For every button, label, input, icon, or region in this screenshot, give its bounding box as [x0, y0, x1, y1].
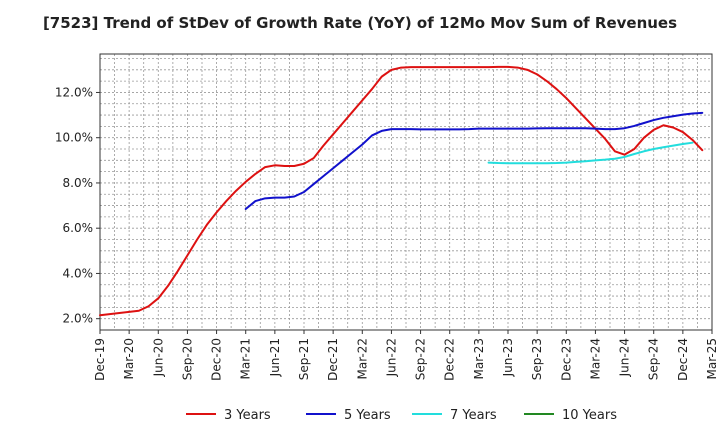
- x-tick-label: Dec-20: [210, 338, 224, 381]
- x-tick-label: Sep-23: [530, 338, 544, 380]
- x-tick-label: Mar-21: [239, 338, 253, 379]
- x-tick-label: Dec-23: [559, 338, 573, 381]
- legend-label: 7 Years: [450, 408, 497, 423]
- x-tick-label: Jun-22: [384, 338, 398, 377]
- x-tick-label: Sep-24: [647, 338, 661, 380]
- legend-label: 3 Years: [224, 408, 271, 423]
- y-tick-label: 4.0%: [63, 266, 94, 280]
- x-tick-label: Dec-21: [326, 338, 340, 381]
- x-tick-label: Jun-20: [151, 338, 165, 377]
- y-tick-label: 12.0%: [55, 85, 93, 99]
- legend-label: 5 Years: [344, 408, 391, 423]
- plot-frame: [99, 53, 713, 331]
- chart-title: [7523] Trend of StDev of Growth Rate (Yo…: [42, 14, 678, 32]
- x-tick-label: Dec-19: [93, 338, 107, 381]
- x-tick-label: Mar-20: [122, 338, 136, 379]
- series-line-7-years: [487, 141, 694, 165]
- x-tick-label: Sep-20: [180, 338, 194, 380]
- y-tick-label: 6.0%: [63, 221, 94, 235]
- x-tick-label: Jun-23: [501, 338, 515, 377]
- legend-label: 10 Years: [562, 408, 617, 423]
- x-tick-label: Sep-21: [297, 338, 311, 380]
- x-tick-label: Mar-23: [472, 338, 486, 379]
- x-tick-label: Jun-24: [618, 338, 632, 377]
- x-tick-label: Mar-22: [355, 338, 369, 379]
- y-tick-label: 2.0%: [63, 312, 94, 326]
- x-tick-label: Mar-24: [588, 338, 602, 379]
- x-tick-label: Mar-25: [705, 338, 719, 379]
- series-line-5-years: [244, 111, 704, 210]
- x-tick-label: Dec-22: [443, 338, 457, 381]
- x-tick-label: Sep-22: [414, 338, 428, 380]
- y-tick-label: 10.0%: [55, 131, 93, 145]
- y-tick-label: 8.0%: [63, 176, 94, 190]
- x-tick-label: Dec-24: [676, 338, 690, 381]
- series-line-3-years: [99, 65, 704, 317]
- x-tick-label: Jun-21: [268, 338, 282, 377]
